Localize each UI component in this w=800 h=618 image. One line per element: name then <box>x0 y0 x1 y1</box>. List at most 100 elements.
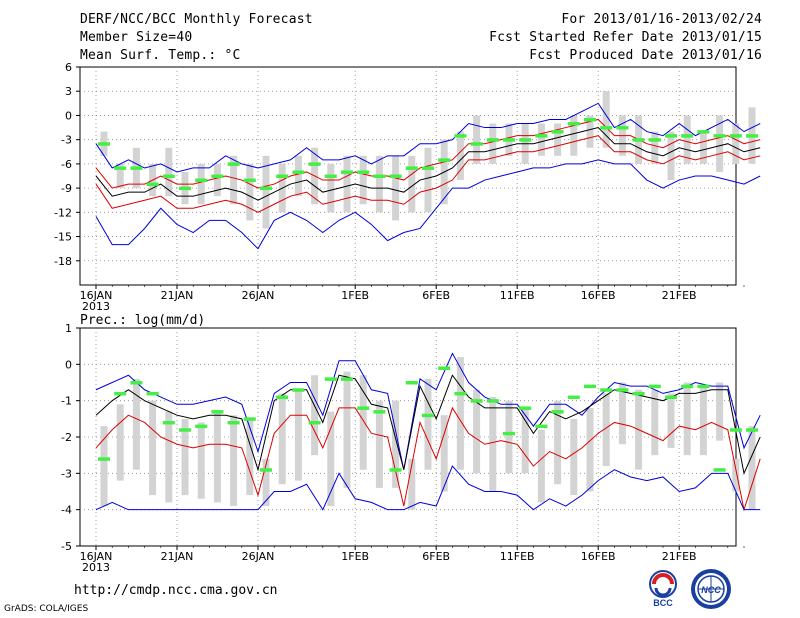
panel1-member-marker <box>114 166 127 170</box>
panel1-xtick-label: 21JAN <box>161 289 194 302</box>
panel2-member-marker <box>600 388 613 392</box>
panel2-member-marker <box>438 366 451 370</box>
panel1-ytick-label: -15 <box>54 231 72 244</box>
panel2-ytick-label: -5 <box>61 540 72 553</box>
panel2-ensemble-bar <box>311 375 319 456</box>
panel1-member-marker <box>535 134 548 138</box>
panel2-member-marker <box>260 468 272 472</box>
panel2-ensemble-bar <box>165 411 173 503</box>
panel1-xtick-label: 16JAN <box>80 289 113 302</box>
panel1-ensemble-bar <box>408 155 416 213</box>
variable-label: Mean Surf. Temp.: °C <box>80 48 241 63</box>
panel1-ensemble-bar <box>213 163 221 197</box>
panel2-ensemble-bar <box>651 389 659 456</box>
panel2-ensemble-bar <box>262 458 270 507</box>
panel2-member-marker <box>567 395 580 400</box>
panel1-member-marker <box>551 130 564 134</box>
ncc-logo: NCC <box>691 569 731 609</box>
panel2-member-marker <box>713 468 726 472</box>
panel1-ensemble-bar <box>343 155 351 213</box>
panel1-ensemble-bar <box>683 115 691 164</box>
panel1-member-marker <box>130 166 143 170</box>
panel2-member-marker <box>616 388 629 392</box>
panel2-member-marker <box>746 428 758 432</box>
panel2-member-marker <box>486 399 499 403</box>
panel2-line-mean <box>95 374 761 475</box>
panel1-member-marker <box>746 134 758 138</box>
precip-panel-title: Prec.: log(mm/d) <box>80 313 205 328</box>
panel1-member-marker <box>98 142 110 146</box>
panel1-line-mean <box>95 127 761 201</box>
panel2-member-marker <box>146 391 159 396</box>
panel2-member-marker <box>535 424 548 429</box>
panel2-member-marker <box>243 417 256 421</box>
panel1-member-marker <box>276 174 289 178</box>
panel1-ensemble-bar <box>116 163 124 189</box>
panel2-ensemble-bar <box>408 458 416 510</box>
panel2-ensemble-bar <box>667 393 675 448</box>
panel2-xtick-label: 16JAN <box>80 550 113 563</box>
panel2-ensemble-bar <box>213 411 221 503</box>
panel2-member-marker <box>584 384 596 389</box>
panel2-ensemble-bar <box>505 400 513 474</box>
panel2-ensemble-bar <box>327 411 335 507</box>
panel1-member-marker <box>389 174 402 178</box>
panel1-member-marker <box>519 138 532 142</box>
panel1-ytick-label: -6 <box>61 158 72 171</box>
panel1-xtick-label: 6FEB <box>422 289 450 302</box>
panel2-ensemble-bar <box>116 404 124 481</box>
panel2-ensemble-bar <box>424 378 432 470</box>
panel2-xtick-label: 21JAN <box>161 550 194 563</box>
panel1-ytick-label: -9 <box>61 182 72 195</box>
panel1-member-marker <box>243 178 256 183</box>
panel1-member-marker <box>260 186 272 191</box>
panel2-member-marker <box>162 420 175 425</box>
panel2-ensemble-bar <box>149 400 157 496</box>
panel2-member-marker <box>454 391 467 396</box>
panel1-ensemble-bar <box>716 115 724 172</box>
panel1-member-marker <box>195 178 208 183</box>
panel1-member-marker <box>697 130 710 134</box>
panel1-xtick-label: 11FEB <box>500 289 535 302</box>
panel1-member-marker <box>292 170 305 174</box>
panel1-ensemble-bar <box>732 123 740 164</box>
panel2-member-marker <box>179 428 191 432</box>
panel1-line-max <box>95 102 761 173</box>
panel2-ensemble-bar <box>586 407 594 492</box>
panel1-ensemble-bar <box>699 131 707 164</box>
panel1-ensemble-bar <box>667 131 675 181</box>
panel1-ensemble-bar <box>424 147 432 213</box>
grads-credit: GrADS: COLA/IGES <box>4 604 89 614</box>
panel1-ensemble-bar <box>294 155 302 197</box>
panel1-ensemble-bar <box>359 155 367 205</box>
panel2-ytick-label: -1 <box>61 395 72 408</box>
panel1-member-marker <box>308 162 321 166</box>
panel1-ytick-label: 0 <box>65 109 72 122</box>
panel2-member-marker <box>519 406 532 410</box>
panel2-member-marker <box>405 381 418 385</box>
panel1-member-marker <box>503 138 515 142</box>
ncc-logo-text: NCC <box>701 585 721 595</box>
panel2-ensemble-bar <box>473 389 481 474</box>
panel1-ensemble-bar <box>586 115 594 148</box>
panel2-member-marker <box>98 457 110 461</box>
panel1-ytick-label: 3 <box>65 85 72 98</box>
panel2-member-marker <box>292 388 305 392</box>
panel1-member-marker <box>713 134 726 138</box>
panel2-member-marker <box>697 384 710 389</box>
panel1-ensemble-bar <box>197 163 205 205</box>
panel1-member-marker <box>600 126 613 130</box>
panel1-member-marker <box>373 174 386 178</box>
panel2-member-marker <box>648 384 661 389</box>
panel1-ensemble-bar <box>602 91 610 148</box>
panel2-ensemble-bar <box>230 415 238 507</box>
panel1-line-spread_lower <box>95 135 761 213</box>
member-size: Member Size=40 <box>80 30 193 45</box>
panel1-ensemble-bar <box>392 155 400 221</box>
source-url[interactable]: http://cmdp.ncc.cma.gov.cn <box>74 583 278 598</box>
panel2-ensemble-bar <box>375 400 383 488</box>
panel1-member-marker <box>341 170 353 174</box>
panel2-ensemble-bar <box>392 400 400 488</box>
panel1-member-marker <box>324 174 337 178</box>
panel2-xtick-label: 6FEB <box>422 550 450 563</box>
